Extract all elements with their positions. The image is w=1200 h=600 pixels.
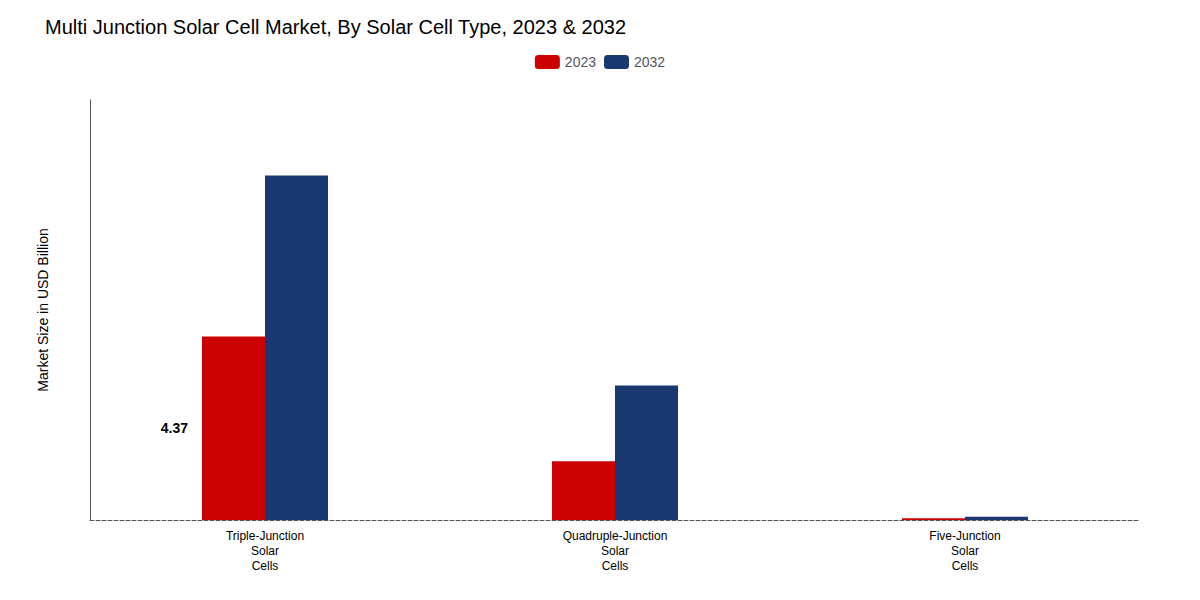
- svg-text:2023: 2023: [565, 54, 596, 70]
- svg-text:Solar: Solar: [951, 544, 979, 558]
- svg-text:Cells: Cells: [602, 559, 629, 573]
- svg-text:Five-Junction: Five-Junction: [929, 529, 1000, 543]
- svg-text:Triple-Junction: Triple-Junction: [226, 529, 304, 543]
- svg-text:Cells: Cells: [952, 559, 979, 573]
- svg-text:Solar: Solar: [251, 544, 279, 558]
- svg-text:Quadruple-Junction: Quadruple-Junction: [563, 529, 668, 543]
- svg-text:Multi Junction Solar Cell Mark: Multi Junction Solar Cell Market, By Sol…: [45, 16, 626, 38]
- svg-text:Solar: Solar: [601, 544, 629, 558]
- svg-text:Cells: Cells: [252, 559, 279, 573]
- svg-text:2032: 2032: [634, 54, 665, 70]
- svg-text:Market Size in USD Billion: Market Size in USD Billion: [35, 228, 51, 391]
- svg-text:4.37: 4.37: [161, 420, 188, 436]
